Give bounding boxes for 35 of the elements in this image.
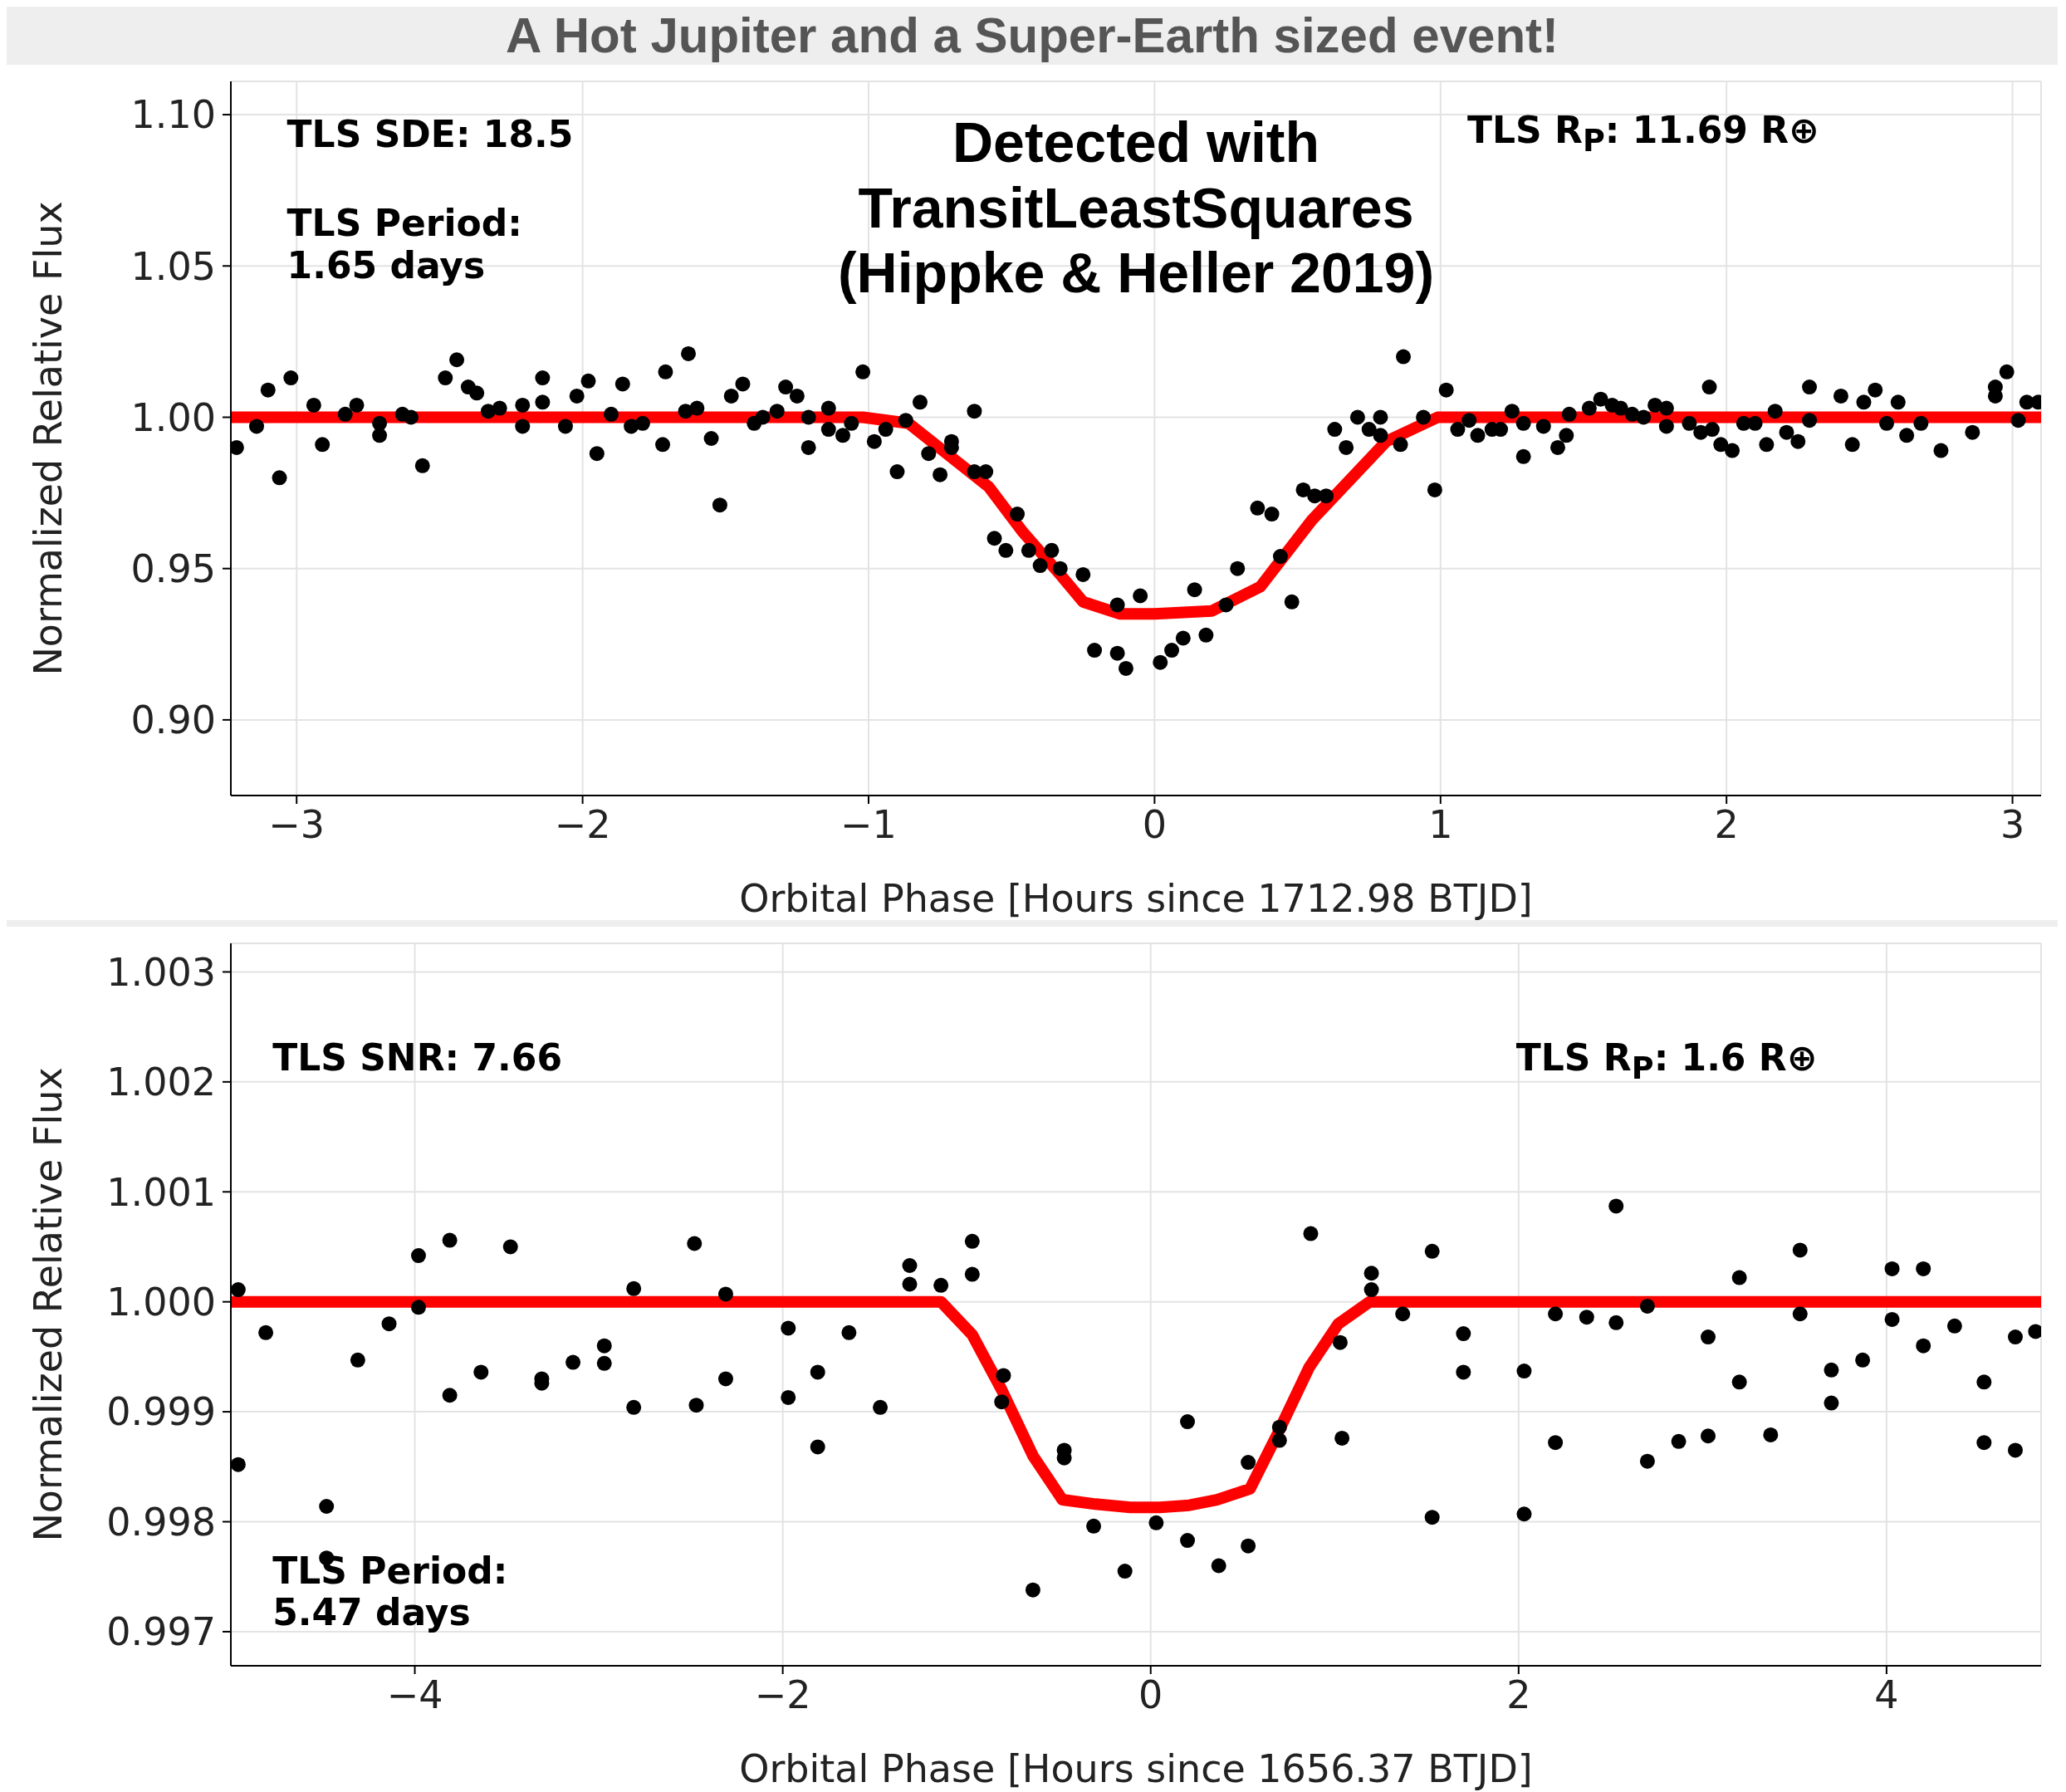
x-tick-label: 2 <box>1506 1672 1531 1717</box>
x-tick-label: −3 <box>268 801 326 847</box>
x-tick-label: 2 <box>1714 801 1739 847</box>
y-tick-label: 1.002 <box>106 1060 216 1105</box>
annotation: TLS R$_{P}$: 11.69 R⊕ <box>1466 109 1819 159</box>
y-tick-label: 0.997 <box>106 1609 216 1655</box>
annotation: TLS SNR: 7.66 <box>272 1036 563 1080</box>
y-tick-label: 0.90 <box>130 698 216 743</box>
y-tick-label: 1.003 <box>106 949 216 995</box>
x-tick-label: −2 <box>754 1672 811 1717</box>
annotation: TLS R$_{P}$: 1.6 R⊕ <box>1515 1036 1818 1087</box>
y-tick-label: 0.998 <box>106 1499 216 1545</box>
x-tick-label: 1 <box>1428 801 1453 847</box>
x-axis-title: Orbital Phase [Hours since 1712.98 BTJD] <box>739 876 1533 921</box>
y-tick-label: 0.95 <box>130 546 216 592</box>
x-tick-label: 0 <box>1142 801 1168 847</box>
x-tick-label: −4 <box>386 1672 443 1717</box>
annotation: TLS Period: 1.65 days <box>286 202 522 287</box>
y-axis-title: Normalized Relative Flux <box>26 1067 71 1542</box>
y-tick-label: 1.000 <box>106 1280 216 1325</box>
y-axis-title: Normalized Relative Flux <box>26 201 71 676</box>
annotation: TLS SDE: 18.5 <box>286 112 574 156</box>
y-tick-label: 1.00 <box>130 394 216 440</box>
y-tick-label: 0.999 <box>106 1389 216 1435</box>
y-tick-label: 1.10 <box>130 92 216 138</box>
x-tick-label: −1 <box>840 801 897 847</box>
x-tick-label: −2 <box>554 801 611 847</box>
annotation: Detected with TransitLeastSquares (Hippke & Heller 2019) <box>837 110 1435 305</box>
y-tick-label: 1.001 <box>106 1169 216 1215</box>
chart-title: A Hot Jupiter and a Super-Earth sized event! <box>505 7 1559 65</box>
x-tick-label: 0 <box>1138 1672 1163 1717</box>
x-tick-label: 3 <box>2000 801 2025 847</box>
x-tick-label: 4 <box>1874 1672 1899 1717</box>
y-tick-label: 1.05 <box>130 243 216 289</box>
x-axis-title: Orbital Phase [Hours since 1656.37 BTJD] <box>739 1746 1533 1791</box>
